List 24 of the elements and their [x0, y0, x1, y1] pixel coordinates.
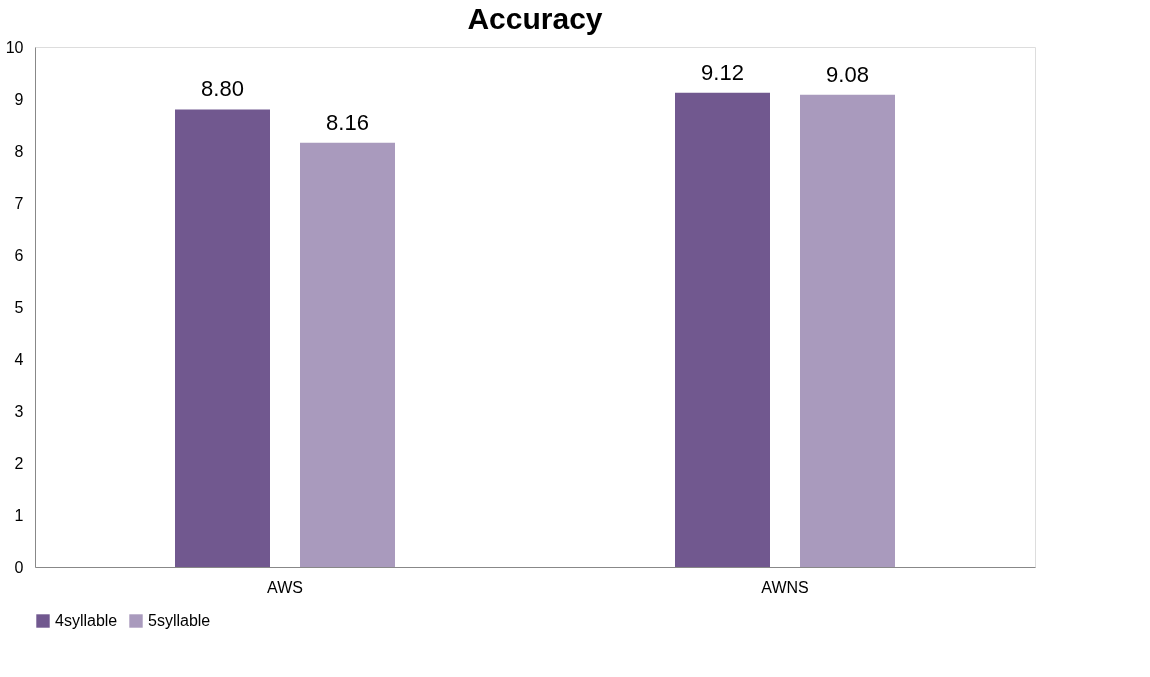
bar [300, 142, 395, 567]
legend-label: 5syllable [148, 612, 211, 629]
y-tick-label: 4 [14, 350, 24, 368]
bar [675, 92, 770, 567]
bar [800, 94, 895, 567]
legend-label: 4syllable [55, 612, 118, 629]
y-tick-label: 9 [14, 90, 24, 108]
chart-title: Accuracy [467, 2, 603, 35]
y-tick-label: 7 [14, 194, 24, 212]
x-tick-label: AWS [267, 578, 303, 596]
y-tick-label: 3 [14, 402, 24, 420]
data-label: 8.16 [326, 109, 369, 135]
y-tick-label: 8 [14, 142, 24, 160]
y-tick-label: 5 [14, 298, 24, 316]
data-label: 9.12 [701, 59, 744, 85]
y-tick-label: 0 [14, 558, 24, 576]
y-tick-label: 2 [14, 454, 24, 472]
data-label: 8.80 [201, 76, 244, 102]
y-tick-label: 1 [14, 506, 24, 524]
y-tick-label: 10 [5, 38, 24, 56]
x-tick-label: AWNS [761, 578, 809, 596]
data-label: 9.08 [826, 61, 869, 87]
y-tick-label: 6 [14, 246, 24, 264]
bar [175, 109, 270, 567]
